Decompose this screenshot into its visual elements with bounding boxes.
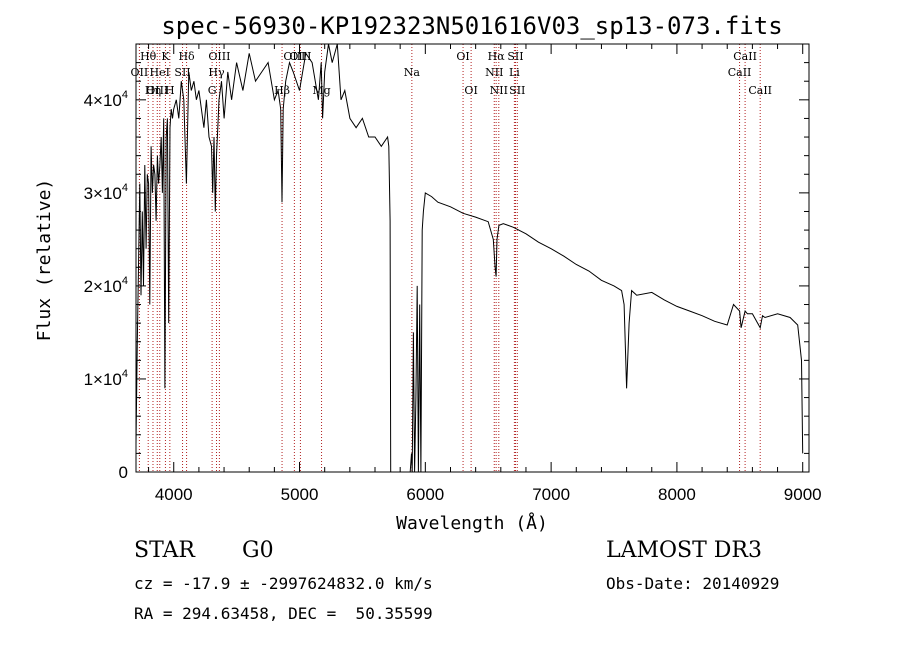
- x-tick-label-3: 7000: [532, 485, 570, 504]
- marker-label-24: SII: [509, 84, 525, 97]
- marker-label-4: HeI: [150, 66, 170, 79]
- x-tick-label-4: 8000: [658, 485, 696, 504]
- x-axis-label: Wavelength (Å): [396, 512, 548, 534]
- x-tick-label-1: 5000: [281, 485, 319, 504]
- marker-label-1: OII: [131, 66, 149, 79]
- marker-label-21: NII: [490, 84, 508, 97]
- spectral-line-markers: [138, 44, 761, 472]
- y-axis-ticks: 0 1×104 2×104 3×104 4×104: [84, 62, 809, 482]
- obs-date: Obs-Date: 20140929: [606, 574, 780, 593]
- marker-label-23: Li: [509, 66, 520, 79]
- marker-label-25: CaII: [733, 50, 757, 63]
- spectrum-series-line: [135, 43, 804, 473]
- marker-label-6: SII: [174, 66, 190, 79]
- plot-frame: [135, 43, 810, 473]
- object-subclass: G0: [242, 538, 274, 563]
- marker-label-3: K: [161, 50, 170, 63]
- coordinates-info: RA = 294.63458, DEC = 50.35599: [134, 604, 433, 623]
- marker-label-0: Hθ: [140, 50, 157, 63]
- marker-label-19: Hα: [488, 50, 506, 63]
- marker-label-20: NII: [485, 66, 503, 79]
- marker-label-5: Hη: [145, 84, 161, 97]
- marker-label-8: Hδ: [178, 50, 195, 63]
- x-tick-label-2: 6000: [406, 485, 444, 504]
- marker-label-9: OIII: [208, 50, 230, 63]
- x-axis-ticks: 4000 5000 6000 7000 8000 9000: [148, 44, 822, 504]
- y-tick-label-2: 2×104: [84, 275, 128, 296]
- marker-label-22: SII: [507, 50, 523, 63]
- chart-title: spec-56930-KP192323N501616V03_sp13-073.f…: [161, 12, 782, 40]
- marker-label-27: CaII: [748, 84, 772, 97]
- y-tick-label-1: 1×104: [84, 368, 128, 389]
- redshift-info: cz = -17.9 ± -2997624832.0 km/s: [134, 574, 433, 593]
- marker-label-18: OI: [464, 84, 477, 97]
- y-tick-label-0: 0: [119, 463, 128, 482]
- y-tick-label-3: 3×104: [84, 182, 128, 203]
- object-class: STAR: [134, 538, 195, 563]
- survey-name: LAMOST DR3: [606, 538, 762, 563]
- y-tick-label-4: 4×104: [84, 89, 128, 110]
- spectrum-chart: spec-56930-KP192323N501616V03_sp13-073.f…: [34, 12, 822, 534]
- y-axis-label: Flux (relative): [34, 179, 55, 342]
- marker-label-26: CaII: [728, 66, 752, 79]
- x-tick-label-0: 4000: [155, 485, 193, 504]
- marker-label-11: G: [208, 84, 217, 97]
- marker-label-17: OI: [456, 50, 469, 63]
- marker-label-16: Na: [404, 66, 421, 79]
- marker-label-7: H: [165, 84, 175, 97]
- x-tick-label-5: 9000: [784, 485, 822, 504]
- marker-label-10: Hγ: [208, 66, 225, 79]
- marker-label-2: OIII: [146, 84, 168, 97]
